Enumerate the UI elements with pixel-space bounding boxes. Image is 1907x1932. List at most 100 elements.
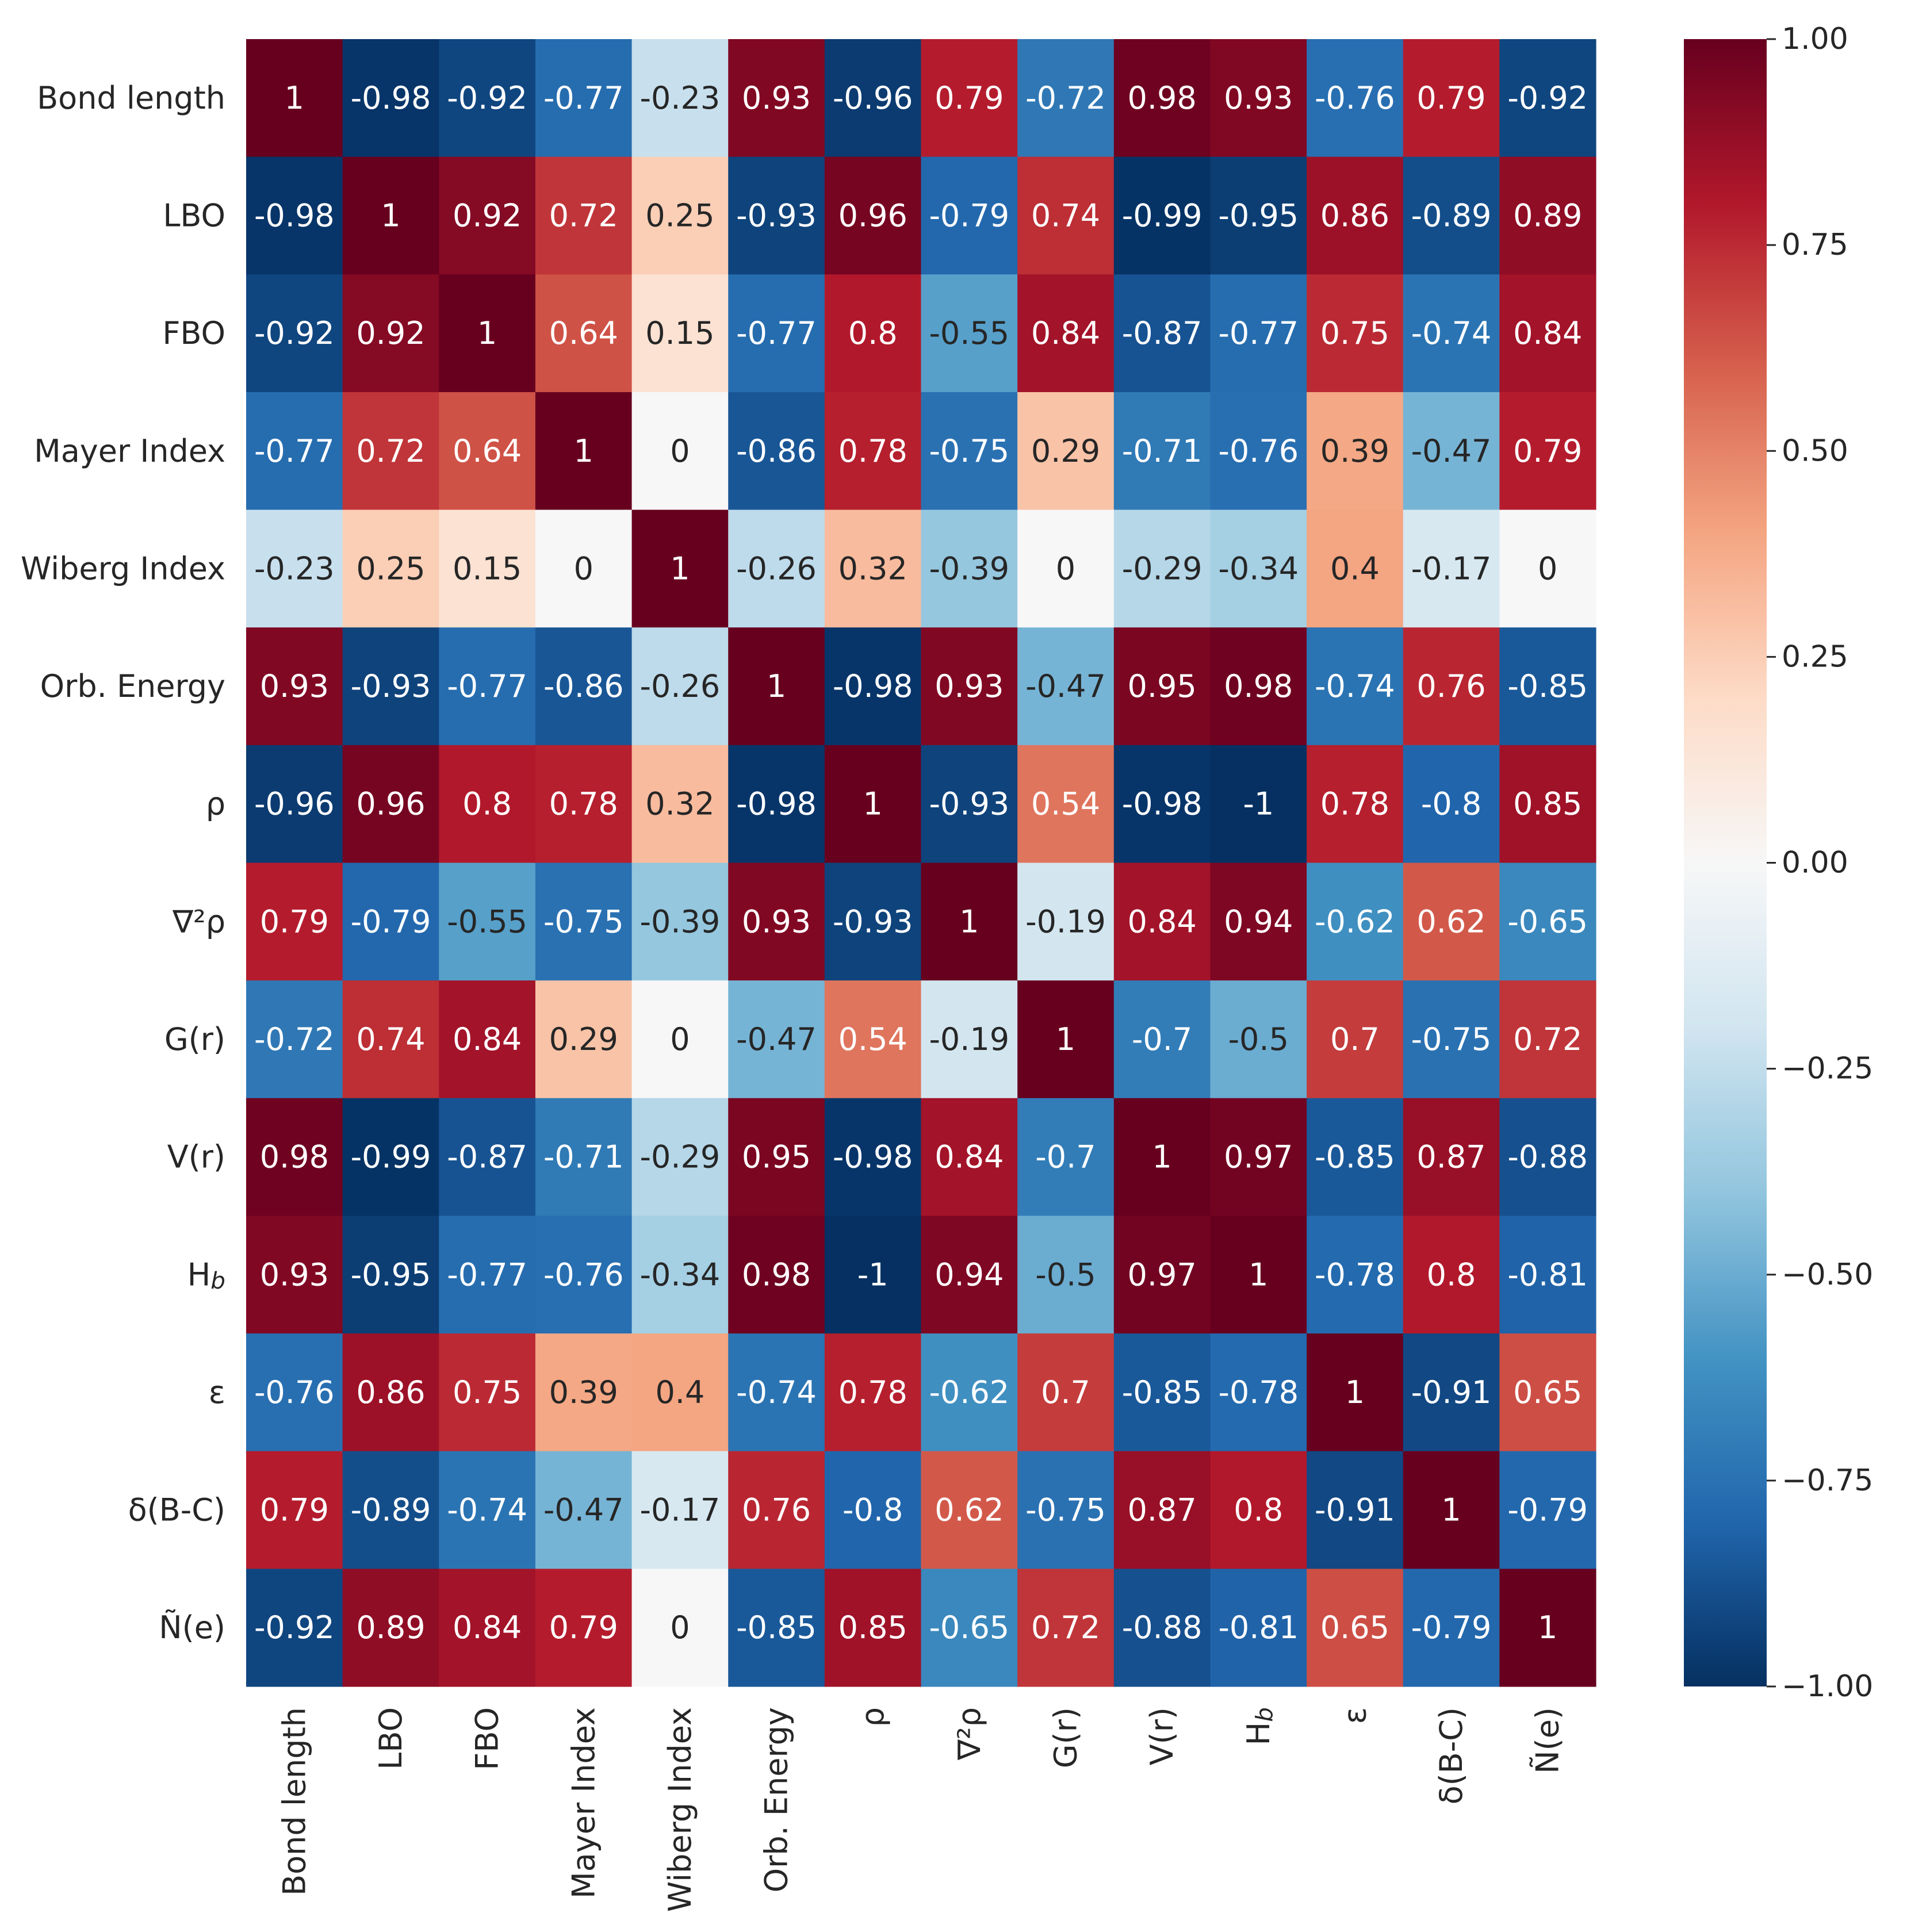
- heatmap-cell-3-10: [1210, 392, 1307, 511]
- heatmap-cell-2-10: [1210, 274, 1307, 393]
- heatmap-cell-3-1: [342, 392, 439, 511]
- cell-annotation-12-12: 1: [1441, 1492, 1461, 1528]
- cell-annotation-1-7: -0.79: [929, 197, 1009, 233]
- heatmap-cell-7-1: [342, 862, 439, 981]
- cell-annotation-11-10: -0.78: [1218, 1374, 1299, 1410]
- colorbar-tick-label: −0.25: [1782, 1052, 1873, 1086]
- cell-annotation-10-9: 0.97: [1127, 1256, 1196, 1293]
- heatmap-cell-0-3: [535, 39, 633, 158]
- cell-annotation-1-2: 0.92: [453, 197, 522, 233]
- heatmap-cell-4-13: [1499, 509, 1596, 628]
- heatmap-cell-8-6: [824, 980, 922, 1099]
- y-tick-label-lbo: LBO: [163, 197, 225, 233]
- heatmap-cell-4-3: [535, 509, 633, 628]
- cell-annotation-0-12: 0.79: [1416, 80, 1485, 116]
- cell-annotation-13-3: 0.79: [549, 1609, 618, 1646]
- cell-annotation-8-0: -0.72: [254, 1021, 335, 1057]
- heatmap-cell-12-3: [535, 1451, 633, 1569]
- heatmap-cell-5-9: [1113, 627, 1211, 746]
- heatmap-cell-7-10: [1210, 862, 1307, 981]
- heatmap-cell-0-12: [1403, 39, 1500, 158]
- cell-annotation-6-3: 0.78: [549, 786, 618, 822]
- heatmap-cell-2-11: [1307, 274, 1404, 393]
- x-tick-label-label: ρ: [855, 1707, 891, 1727]
- y-tick-label-label: ρ: [206, 786, 225, 822]
- cell-annotation-0-2: -0.92: [447, 80, 527, 116]
- heatmap-cell-3-4: [631, 392, 729, 511]
- heatmap-cell-10-0: [246, 1216, 343, 1334]
- heatmap-cell-13-7: [921, 1569, 1018, 1687]
- cell-annotation-2-8: 0.84: [1031, 315, 1100, 351]
- cell-annotation-6-9: -0.98: [1122, 786, 1203, 822]
- heatmap-cell-11-9: [1113, 1333, 1211, 1452]
- cell-annotation-13-6: 0.85: [838, 1609, 907, 1646]
- heatmap-cell-11-6: [824, 1333, 922, 1452]
- cell-annotation-9-5: 0.95: [742, 1139, 811, 1175]
- heatmap-cell-7-4: [631, 862, 729, 981]
- heatmap-cell-1-7: [921, 156, 1018, 275]
- cell-annotation-11-6: 0.78: [838, 1374, 907, 1410]
- cell-annotation-1-11: 0.86: [1320, 197, 1389, 233]
- heatmap-cell-1-2: [439, 156, 536, 275]
- heatmap-cell-2-3: [535, 274, 633, 393]
- cell-annotation-13-12: -0.79: [1411, 1609, 1492, 1646]
- heatmap-cell-6-11: [1307, 745, 1404, 864]
- cell-annotation-0-11: -0.76: [1315, 80, 1395, 116]
- cell-annotation-10-4: -0.34: [640, 1256, 721, 1293]
- cell-annotation-6-2: 0.8: [462, 786, 512, 822]
- cell-annotation-10-6: -1: [857, 1256, 889, 1293]
- cell-annotation-9-4: -0.29: [640, 1139, 721, 1175]
- cell-annotation-1-10: -0.95: [1218, 197, 1299, 233]
- cell-annotation-1-3: 0.72: [549, 197, 618, 233]
- heatmap-cell-6-6: [824, 745, 922, 864]
- cell-annotation-9-3: -0.71: [543, 1139, 624, 1175]
- heatmap-cell-8-9: [1113, 980, 1211, 1099]
- cell-annotation-6-5: -0.98: [736, 786, 817, 822]
- heatmap-cell-12-4: [631, 1451, 729, 1569]
- heatmap-cell-0-1: [342, 39, 439, 158]
- cell-annotation-5-5: 1: [767, 668, 786, 704]
- heatmap-cell-13-11: [1307, 1569, 1404, 1687]
- heatmap-cell-10-3: [535, 1216, 633, 1334]
- cell-annotation-9-1: -0.99: [351, 1139, 431, 1175]
- heatmap-cell-4-9: [1113, 509, 1211, 628]
- cell-annotation-3-5: -0.86: [736, 433, 817, 469]
- heatmap-cell-4-11: [1307, 509, 1404, 628]
- cell-annotation-5-13: -0.85: [1507, 668, 1588, 704]
- cell-annotation-6-12: -0.8: [1421, 786, 1481, 822]
- heatmap-cell-2-0: [246, 274, 343, 393]
- cell-annotation-5-7: 0.93: [935, 668, 1004, 704]
- cell-annotation-11-7: -0.62: [929, 1374, 1009, 1410]
- heatmap-cell-12-12: [1403, 1451, 1500, 1569]
- heatmap-cell-12-10: [1210, 1451, 1307, 1569]
- cell-annotation-10-0: 0.93: [260, 1256, 329, 1293]
- cell-annotation-9-11: -0.85: [1315, 1139, 1395, 1175]
- cell-annotation-3-9: -0.71: [1122, 433, 1203, 469]
- heatmap-cell-12-0: [246, 1451, 343, 1569]
- heatmap-cell-5-8: [1017, 627, 1115, 746]
- cell-annotation-3-1: 0.72: [356, 433, 425, 469]
- heatmap-cell-10-1: [342, 1216, 439, 1334]
- cell-annotation-8-5: -0.47: [736, 1021, 817, 1057]
- cell-annotation-8-9: -0.7: [1132, 1021, 1192, 1057]
- heatmap-cell-0-7: [921, 39, 1018, 158]
- cell-annotation-2-6: 0.8: [848, 315, 898, 351]
- cell-annotation-4-3: 0: [574, 550, 593, 586]
- cell-annotation-3-3: 1: [574, 433, 593, 469]
- cell-annotation-4-0: -0.23: [254, 550, 335, 586]
- heatmap-cell-0-5: [728, 39, 825, 158]
- cell-annotation-8-12: -0.75: [1411, 1021, 1492, 1057]
- cell-annotation-5-12: 0.76: [1416, 668, 1485, 704]
- heatmap-cell-6-3: [535, 745, 633, 864]
- heatmap-cell-9-1: [342, 1098, 439, 1217]
- heatmap-cell-3-13: [1499, 392, 1596, 511]
- cell-annotation-12-4: -0.17: [640, 1492, 721, 1528]
- x-tick-label-label: ε: [1337, 1707, 1373, 1724]
- cell-annotation-2-4: 0.15: [645, 315, 714, 351]
- cell-annotation-12-6: -0.8: [843, 1492, 903, 1528]
- heatmap-cell-2-2: [439, 274, 536, 393]
- heatmap-cell-0-8: [1017, 39, 1115, 158]
- heatmap-cell-8-2: [439, 980, 536, 1099]
- cell-annotation-13-4: 0: [670, 1609, 690, 1646]
- heatmap-cell-10-6: [824, 1216, 922, 1334]
